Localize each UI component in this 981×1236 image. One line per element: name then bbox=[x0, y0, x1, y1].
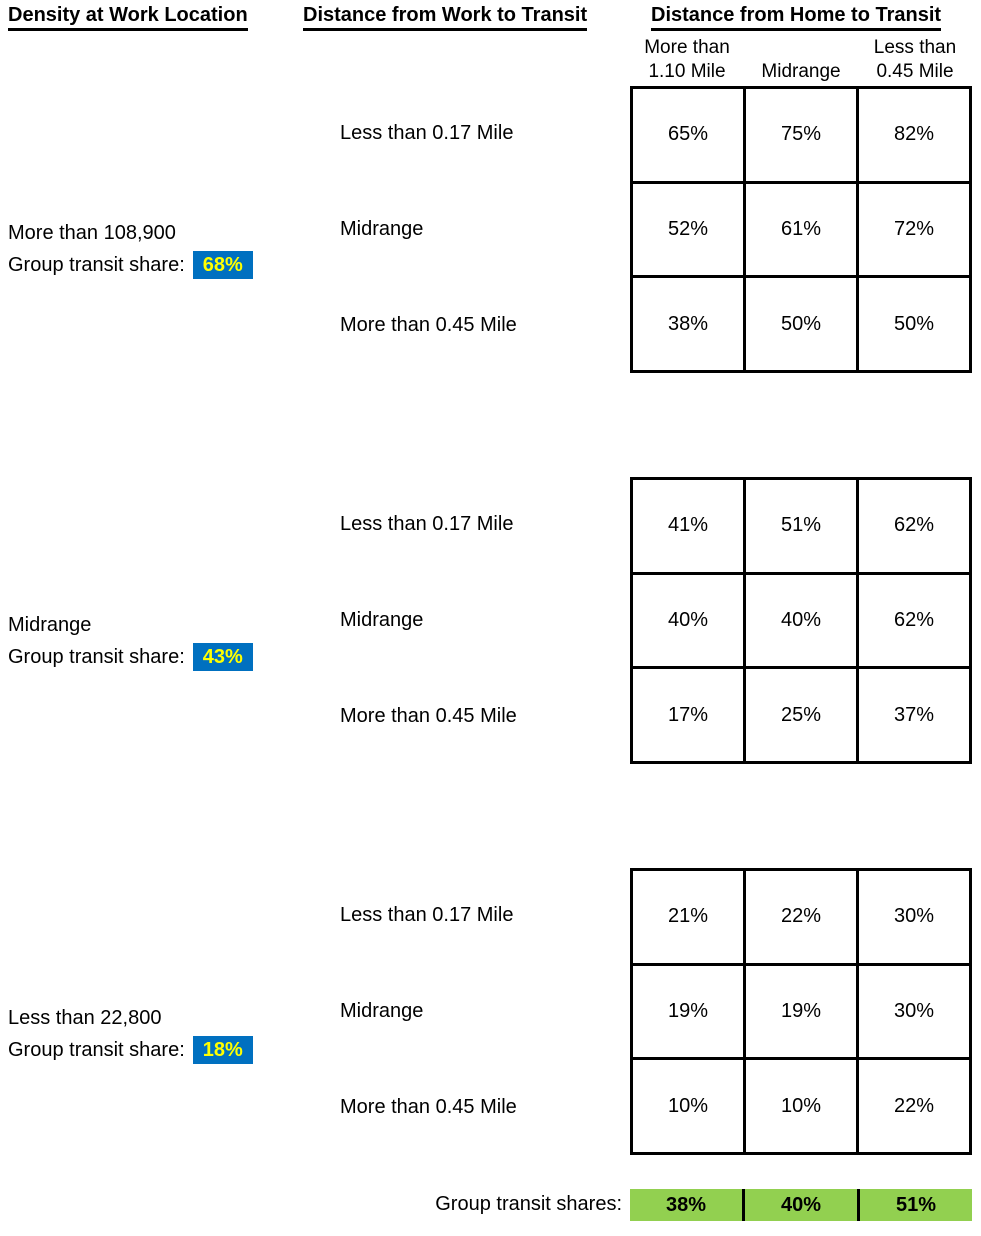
matrix-cell-r1c3: 62% bbox=[859, 480, 969, 572]
group-1-density-value: More than 108,900 bbox=[8, 222, 176, 244]
matrix-cell-r3c3: 50% bbox=[859, 278, 969, 370]
matrix-cell-r2c2: 19% bbox=[746, 965, 856, 1058]
matrix-cell-r2c3: 62% bbox=[859, 574, 969, 667]
group-1-work-transit-row-labels: Less than 0.17 Mile Midrange More than 0… bbox=[340, 86, 625, 373]
row-label-less-017: Less than 0.17 Mile bbox=[340, 904, 514, 927]
group-2-matrix: 41% 51% 62% 40% 40% 62% 17% 25% 37% bbox=[630, 477, 972, 764]
column-share-value-1: 38% bbox=[630, 1189, 742, 1221]
group-1-matrix: 65% 75% 82% 52% 61% 72% 38% 50% 50% bbox=[630, 86, 972, 373]
home-col-header-line1: More than bbox=[644, 37, 730, 58]
row-label-less-017: Less than 0.17 Mile bbox=[340, 122, 514, 145]
matrix-cell-r1c2: 75% bbox=[746, 89, 856, 181]
header-density-at-work: Density at Work Location bbox=[8, 4, 248, 31]
matrix-cell-r3c3: 22% bbox=[859, 1060, 969, 1152]
group-2-density-value: Midrange bbox=[8, 614, 92, 636]
matrix-cell-r1c3: 82% bbox=[859, 89, 969, 181]
home-transit-column-headers: More than 1.10 Mile Midrange Less than 0… bbox=[630, 36, 972, 84]
home-col-header-line2: 1.10 Mile bbox=[648, 61, 726, 82]
column-shares-row: 38% 40% 51% bbox=[630, 1189, 972, 1221]
matrix-cell-r2c1: 40% bbox=[633, 574, 743, 667]
matrix-cell-r3c2: 25% bbox=[746, 669, 856, 761]
group-2-density-label-block: Midrange Group transit share: 43% bbox=[8, 610, 328, 672]
matrix-cell-r2c3: 30% bbox=[859, 965, 969, 1058]
group-1-density-label-block: More than 108,900 Group transit share: 6… bbox=[8, 218, 328, 280]
group-1-share-badge: 68% bbox=[192, 251, 253, 279]
group-3-share-badge: 18% bbox=[192, 1036, 253, 1064]
home-col-header-line1: Less than bbox=[873, 37, 957, 58]
row-label-more-045: More than 0.45 Mile bbox=[340, 313, 517, 336]
matrix-cell-r1c1: 21% bbox=[633, 871, 743, 963]
group-3-work-transit-row-labels: Less than 0.17 Mile Midrange More than 0… bbox=[340, 868, 625, 1155]
matrix-cell-r1c1: 65% bbox=[633, 89, 743, 181]
matrix-cell-r1c3: 30% bbox=[859, 871, 969, 963]
group-2-share-label: Group transit share: bbox=[8, 646, 185, 668]
column-share-value-3: 51% bbox=[860, 1189, 972, 1221]
matrix-cell-r1c2: 51% bbox=[746, 480, 856, 572]
home-col-header-more-than-110: More than 1.10 Mile bbox=[630, 36, 744, 84]
group-3-density-label-block: Less than 22,800 Group transit share: 18… bbox=[8, 1003, 328, 1065]
matrix-cell-r3c2: 50% bbox=[746, 278, 856, 370]
home-col-header-line2: 0.45 Mile bbox=[876, 61, 954, 82]
group-2-work-transit-row-labels: Less than 0.17 Mile Midrange More than 0… bbox=[340, 477, 625, 764]
row-label-midrange: Midrange bbox=[340, 608, 424, 631]
matrix-cell-r3c3: 37% bbox=[859, 669, 969, 761]
row-label-more-045: More than 0.45 Mile bbox=[340, 704, 517, 727]
header-distance-home-transit: Distance from Home to Transit bbox=[651, 4, 942, 31]
matrix-cell-r1c2: 22% bbox=[746, 871, 856, 963]
group-2-share-badge: 43% bbox=[192, 643, 253, 671]
home-col-header-less-than-045: Less than 0.45 Mile bbox=[858, 36, 972, 84]
matrix-cell-r2c1: 52% bbox=[633, 183, 743, 276]
row-label-more-045: More than 0.45 Mile bbox=[340, 1095, 517, 1118]
home-col-header-midrange: Midrange bbox=[744, 36, 858, 84]
matrix-cell-r3c2: 10% bbox=[746, 1060, 856, 1152]
group-3-matrix: 21% 22% 30% 19% 19% 30% 10% 10% 22% bbox=[630, 868, 972, 1155]
matrix-cell-r2c2: 40% bbox=[746, 574, 856, 667]
row-label-midrange: Midrange bbox=[340, 999, 424, 1022]
matrix-cell-r1c1: 41% bbox=[633, 480, 743, 572]
column-shares-label: Group transit shares: bbox=[435, 1193, 622, 1215]
matrix-cell-r3c1: 17% bbox=[633, 669, 743, 761]
matrix-cell-r2c2: 61% bbox=[746, 183, 856, 276]
group-3-share-label: Group transit share: bbox=[8, 1039, 185, 1061]
column-share-value-2: 40% bbox=[745, 1189, 857, 1221]
home-col-header-line1 bbox=[744, 36, 858, 60]
matrix-cell-r2c3: 72% bbox=[859, 183, 969, 276]
matrix-cell-r3c1: 10% bbox=[633, 1060, 743, 1152]
home-col-header-line2: Midrange bbox=[761, 61, 841, 82]
row-label-midrange: Midrange bbox=[340, 217, 424, 240]
matrix-cell-r2c1: 19% bbox=[633, 965, 743, 1058]
header-distance-work-transit: Distance from Work to Transit bbox=[303, 4, 588, 31]
group-1-share-label: Group transit share: bbox=[8, 254, 185, 276]
group-3-density-value: Less than 22,800 bbox=[8, 1007, 162, 1029]
matrix-cell-r3c1: 38% bbox=[633, 278, 743, 370]
row-label-less-017: Less than 0.17 Mile bbox=[340, 513, 514, 536]
